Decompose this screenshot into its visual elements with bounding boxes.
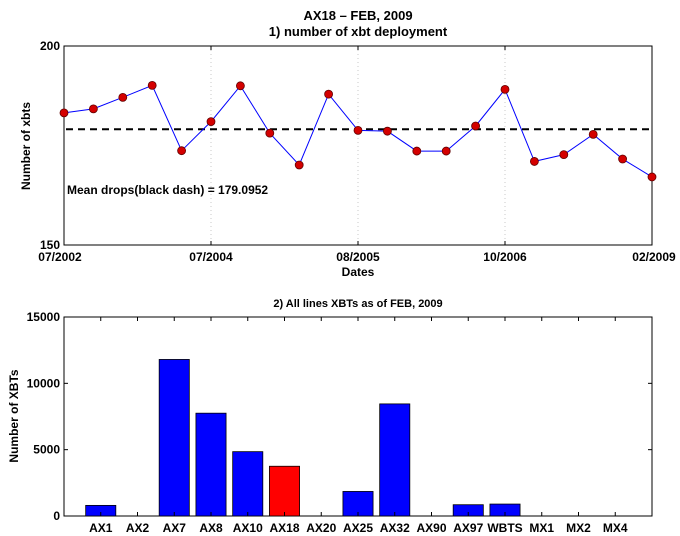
data-point	[588, 129, 598, 139]
data-point	[471, 121, 481, 131]
category-label: AX97	[453, 521, 483, 535]
category-label: WBTS	[487, 521, 522, 535]
line-chart-panel: 150 200 07/2002 07/2004 08/2005 10/2006 02/20…	[19, 39, 676, 279]
bar-chart-y-ticks: 0 5000 10000 15000	[27, 310, 652, 523]
category-label: AX90	[416, 521, 446, 535]
data-point	[530, 157, 539, 166]
category-label: MX2	[566, 521, 591, 535]
category-label: AX18	[269, 521, 299, 535]
data-point	[235, 81, 245, 91]
category-label: MX4	[603, 521, 628, 535]
x-tick-label: 08/2005	[336, 250, 380, 264]
y-tick-label: 0	[53, 509, 60, 523]
data-point	[559, 150, 569, 160]
mean-annotation: Mean drops(black dash) = 179.0952	[67, 183, 268, 197]
y-tick-label: 15000	[27, 310, 61, 324]
bar-chart-y-label: Number of XBTs	[7, 369, 21, 462]
category-label: AX32	[380, 521, 410, 535]
x-tick-label: 10/2006	[483, 250, 527, 264]
data-point	[382, 126, 392, 136]
line-chart-y-label: Number of xbts	[19, 102, 33, 190]
x-tick-label: 07/2002	[38, 250, 82, 264]
y-tick-label: 10000	[27, 376, 61, 390]
y-tick-label: 150	[40, 238, 60, 252]
bar	[342, 491, 374, 517]
data-point	[265, 128, 275, 138]
figure-title: AX18 – FEB, 2009	[303, 8, 412, 23]
data-point	[441, 146, 451, 156]
bar	[158, 359, 190, 517]
data-point	[647, 172, 657, 182]
line-chart-plot-area	[63, 45, 653, 246]
category-label: AX10	[233, 521, 263, 535]
data-point	[353, 125, 363, 135]
data-point	[147, 81, 157, 90]
category-label: AX20	[306, 521, 336, 535]
data-point	[500, 84, 510, 94]
line-chart-title: 1) number of xbt deployment	[269, 24, 448, 39]
data-point	[59, 108, 69, 118]
bar	[195, 412, 227, 517]
data-point	[412, 146, 422, 156]
bar-chart-title: 2) All lines XBTs as of FEB, 2009	[273, 298, 442, 310]
bar-chart-plot-area	[63, 316, 653, 517]
data-point	[118, 92, 128, 102]
y-tick-label: 200	[40, 39, 60, 53]
series-points	[59, 81, 657, 182]
data-point	[618, 154, 627, 164]
bars	[85, 359, 521, 517]
x-tick-label: 02/2009	[632, 250, 676, 264]
line-chart-y-ticks: 150 200	[40, 39, 652, 252]
bar-chart-panel: 0 5000 10000 15000 AX1 AX2 AX7 AX8 AX10 AX18 AX20…	[7, 310, 653, 535]
category-label: AX25	[343, 521, 373, 535]
data-point	[294, 160, 304, 170]
category-label: AX8	[199, 521, 223, 535]
bar	[269, 465, 300, 517]
category-label: MX1	[529, 521, 554, 535]
data-point	[206, 117, 216, 127]
category-label: AX1	[89, 521, 113, 535]
x-tick-label: 07/2004	[189, 250, 233, 264]
data-point	[324, 89, 334, 99]
bar	[232, 451, 264, 517]
data-point	[177, 146, 187, 156]
bar-chart-x-ticks: AX1 AX2 AX7 AX8 AX10 AX18 AX20 AX25 AX32 AX90 AX97…	[89, 317, 628, 535]
y-tick-label: 5000	[33, 443, 60, 457]
line-chart-x-label: Dates	[342, 265, 375, 279]
category-label: AX2	[126, 521, 150, 535]
line-chart-x-ticks: 07/2002 07/2004 08/2005 10/2006 02/2009	[38, 46, 676, 264]
category-label: AX7	[163, 521, 187, 535]
bar	[379, 403, 411, 517]
data-point	[89, 104, 98, 114]
